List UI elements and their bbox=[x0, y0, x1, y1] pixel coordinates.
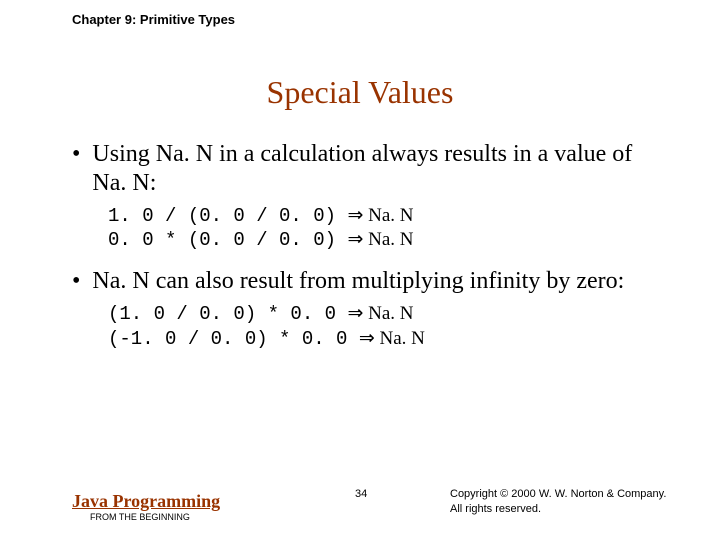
code-expr: 0. 0 * (0. 0 / 0. 0) bbox=[108, 229, 347, 251]
page-number: 34 bbox=[355, 488, 367, 500]
footer-book-title: Java Programming bbox=[72, 492, 220, 510]
bullet-marker: • bbox=[72, 140, 80, 198]
code-expr: 1. 0 / (0. 0 / 0. 0) bbox=[108, 205, 347, 227]
copyright-line1: Copyright © 2000 W. W. Norton & Company. bbox=[450, 487, 666, 501]
code-result: Na. N bbox=[363, 303, 413, 324]
bullet-text-1: Using Na. N in a calculation always resu… bbox=[92, 140, 660, 198]
footer-left: Java Programming FROM THE BEGINNING bbox=[72, 492, 220, 522]
code-block-2: (1. 0 / 0. 0) * 0. 0 ⇒ Na. N (-1. 0 / 0.… bbox=[108, 302, 660, 352]
code-line: 0. 0 * (0. 0 / 0. 0) ⇒ Na. N bbox=[108, 228, 660, 253]
code-result: Na. N bbox=[363, 229, 413, 250]
code-expr: (1. 0 / 0. 0) * 0. 0 bbox=[108, 303, 347, 325]
content-area: • Using Na. N in a calculation always re… bbox=[72, 140, 660, 365]
code-line: (-1. 0 / 0. 0) * 0. 0 ⇒ Na. N bbox=[108, 327, 660, 352]
arrow-icon: ⇒ bbox=[359, 328, 375, 349]
code-expr: (-1. 0 / 0. 0) * 0. 0 bbox=[108, 328, 359, 350]
code-block-1: 1. 0 / (0. 0 / 0. 0) ⇒ Na. N 0. 0 * (0. … bbox=[108, 204, 660, 254]
footer: Java Programming FROM THE BEGINNING 34 C… bbox=[0, 478, 720, 528]
bullet-item-2: • Na. N can also result from multiplying… bbox=[72, 267, 660, 296]
footer-book-subtitle: FROM THE BEGINNING bbox=[90, 512, 220, 522]
code-line: (1. 0 / 0. 0) * 0. 0 ⇒ Na. N bbox=[108, 302, 660, 327]
bullet-item-1: • Using Na. N in a calculation always re… bbox=[72, 140, 660, 198]
arrow-icon: ⇒ bbox=[347, 205, 363, 226]
code-line: 1. 0 / (0. 0 / 0. 0) ⇒ Na. N bbox=[108, 204, 660, 229]
code-result: Na. N bbox=[363, 205, 413, 226]
copyright-line2: All rights reserved. bbox=[450, 502, 666, 516]
code-result: Na. N bbox=[375, 328, 425, 349]
bullet-marker: • bbox=[72, 267, 80, 296]
slide-title: Special Values bbox=[0, 74, 720, 111]
arrow-icon: ⇒ bbox=[347, 229, 363, 250]
footer-copyright: Copyright © 2000 W. W. Norton & Company.… bbox=[450, 487, 666, 516]
chapter-header: Chapter 9: Primitive Types bbox=[72, 12, 235, 27]
arrow-icon: ⇒ bbox=[347, 303, 363, 324]
bullet-text-2: Na. N can also result from multiplying i… bbox=[92, 267, 624, 296]
